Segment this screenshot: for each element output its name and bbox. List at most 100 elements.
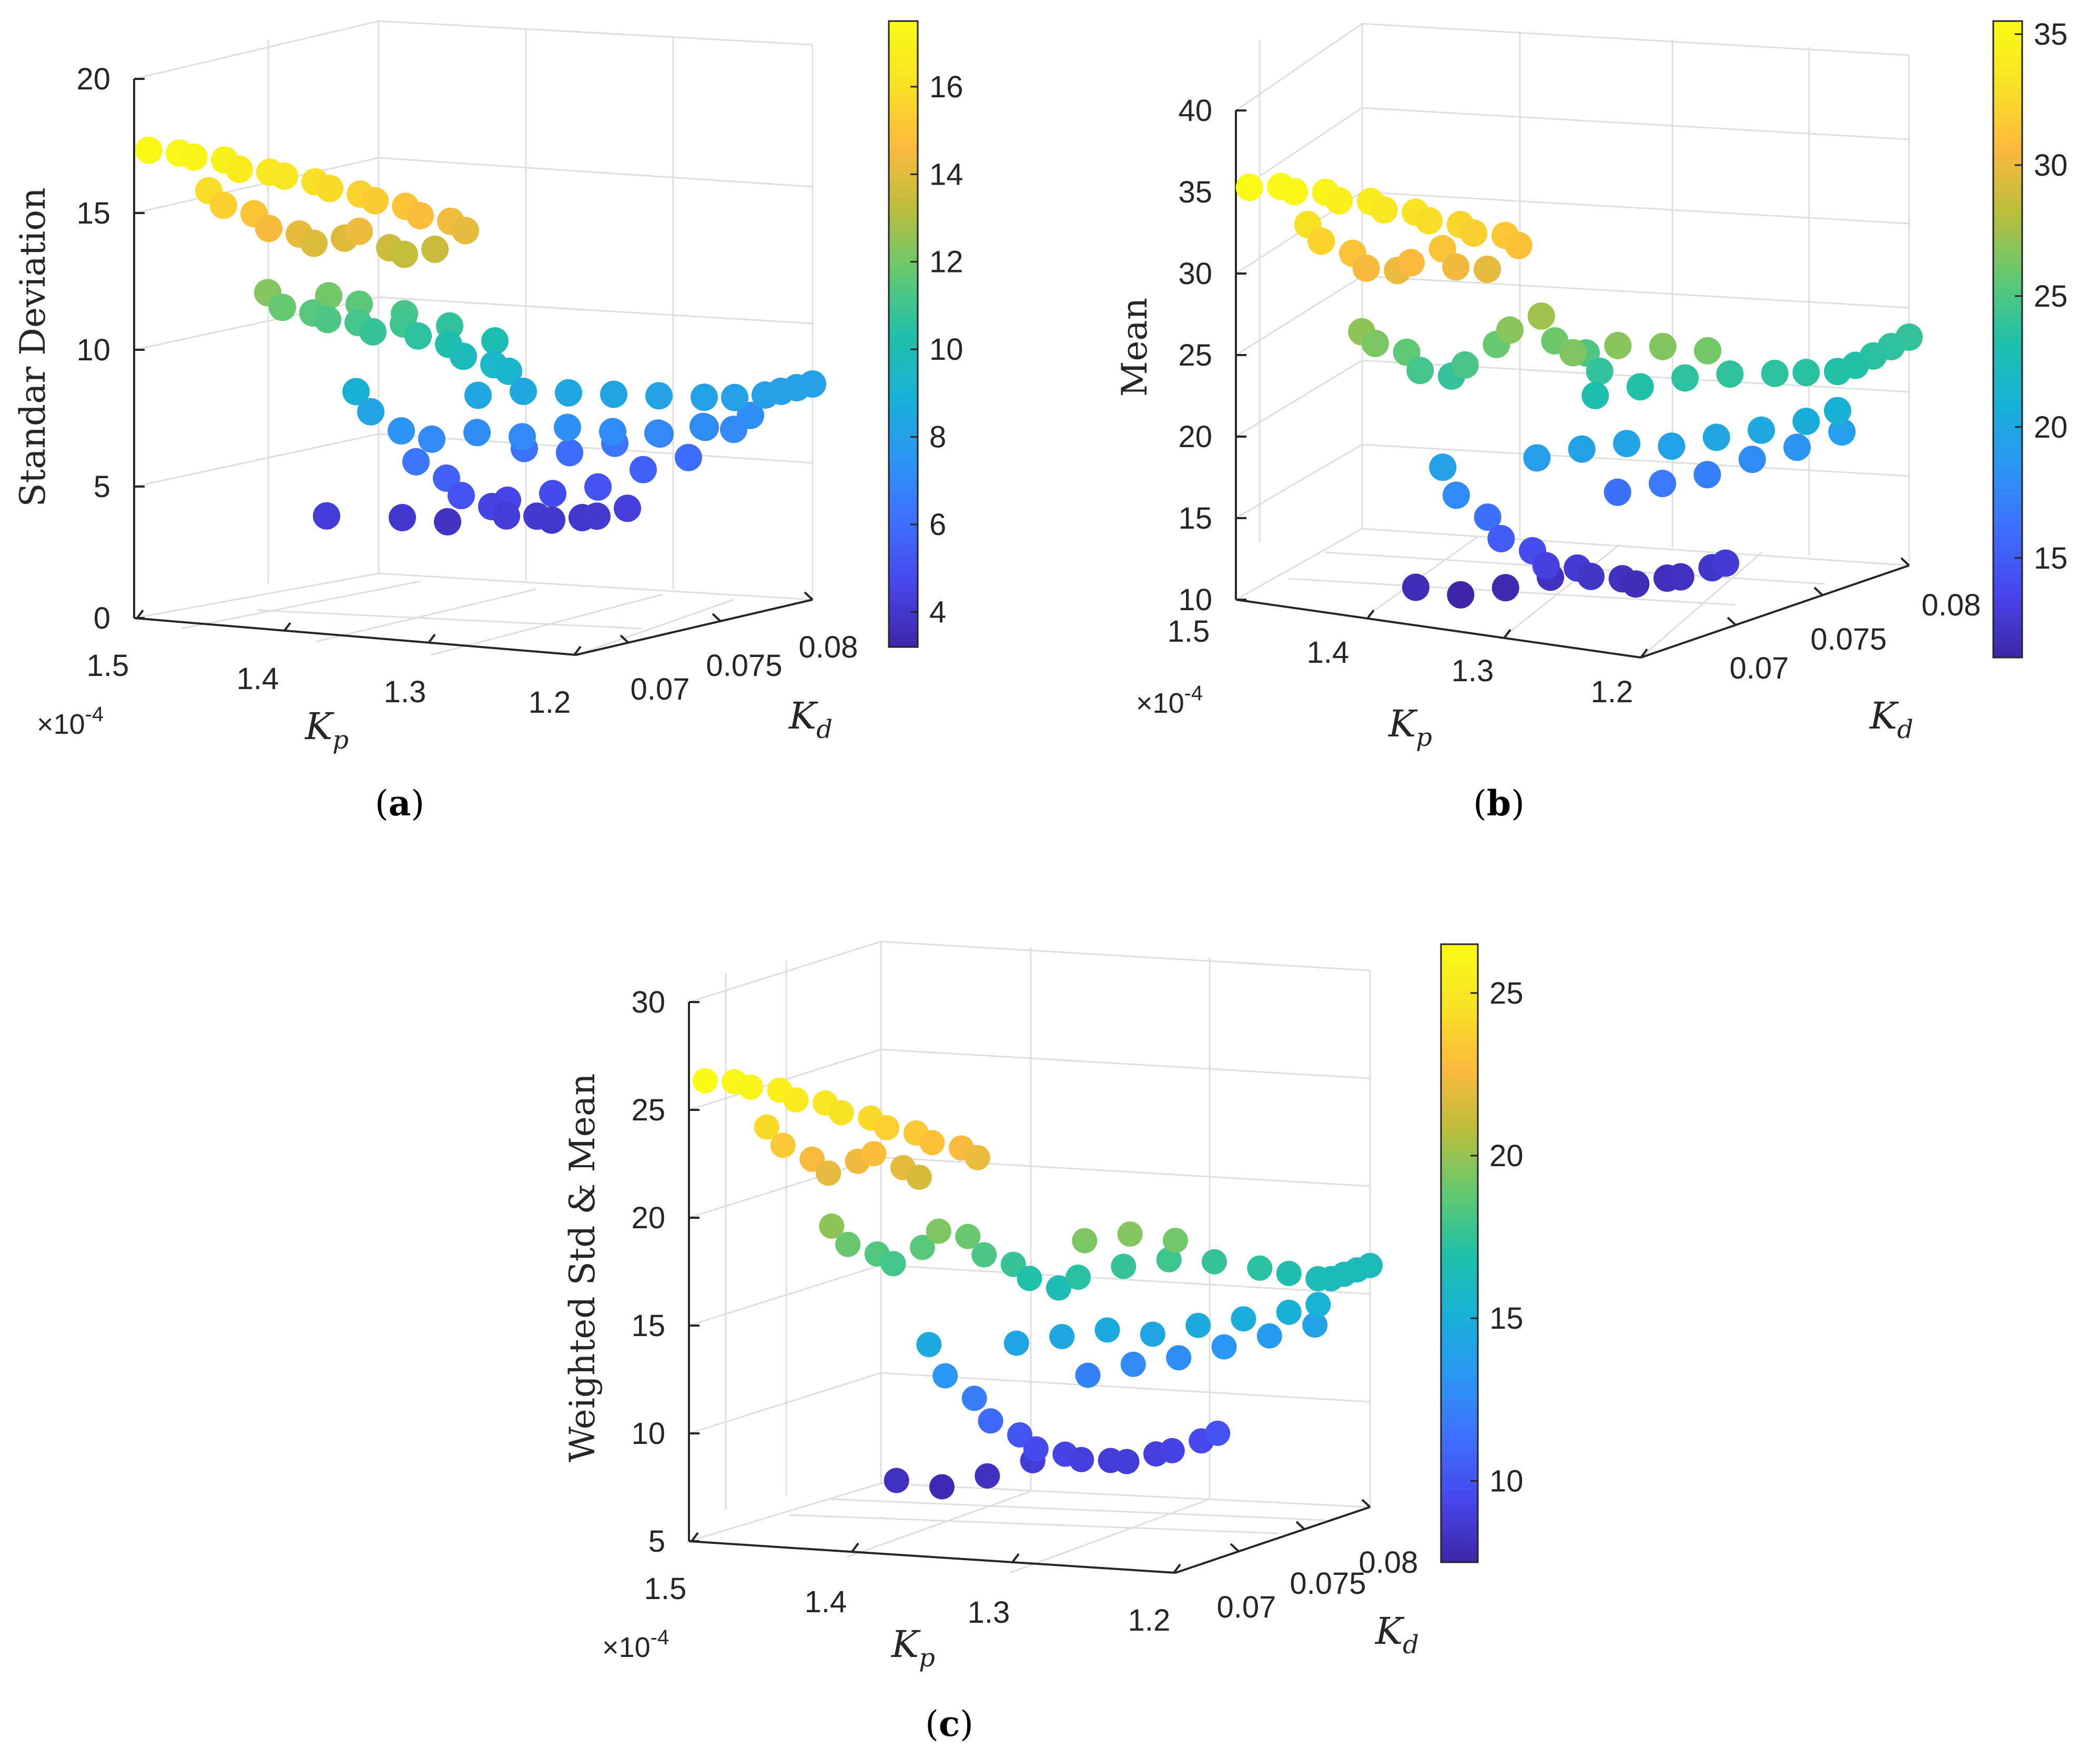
data-point bbox=[1302, 1312, 1328, 1338]
data-point bbox=[316, 175, 343, 203]
x-tick-label: 1.2 bbox=[529, 685, 571, 720]
points-c bbox=[692, 1068, 1383, 1500]
caption-c: (c) bbox=[925, 1703, 973, 1744]
y-tick-labels-b: 0.07 0.075 0.08 bbox=[1730, 588, 1981, 685]
y-axis-sub: d bbox=[816, 715, 833, 744]
data-point bbox=[965, 1145, 990, 1170]
z-tick-label: 15 bbox=[631, 1309, 665, 1343]
x-axis-sub: p bbox=[1416, 723, 1432, 752]
data-point bbox=[1325, 187, 1353, 215]
data-point bbox=[1163, 1228, 1188, 1253]
data-point bbox=[1276, 1260, 1302, 1286]
z-axis-label: Weighted Std & Mean bbox=[562, 1073, 603, 1462]
x-multiplier: ×10-4 bbox=[37, 703, 104, 740]
data-point bbox=[1235, 174, 1263, 201]
y-tick-label: 0.075 bbox=[706, 649, 782, 683]
y-axis-label: Kd bbox=[1869, 694, 1913, 744]
data-point bbox=[255, 215, 282, 242]
x-multiplier-exp: -4 bbox=[1184, 682, 1203, 705]
data-point bbox=[1492, 574, 1519, 602]
y-tick-label: 0.07 bbox=[1730, 651, 1789, 685]
z-tick-label: 15 bbox=[76, 196, 110, 230]
data-point bbox=[689, 412, 717, 440]
caption-letter: a bbox=[389, 783, 411, 824]
colorbar-tick-label: 25 bbox=[1489, 976, 1524, 1010]
data-point bbox=[975, 1463, 1000, 1489]
y-axis-label: Kd bbox=[788, 694, 833, 744]
data-point bbox=[1406, 357, 1434, 385]
y-tick-labels-a: 0.07 0.075 0.08 bbox=[631, 630, 858, 706]
data-point bbox=[180, 143, 208, 171]
data-point bbox=[1738, 446, 1766, 473]
data-point bbox=[1824, 358, 1851, 386]
data-point bbox=[315, 282, 342, 310]
x-tick-label: 1.3 bbox=[1452, 654, 1494, 688]
colorbar-c: 10 15 20 25 bbox=[1440, 943, 1524, 1563]
data-point bbox=[1111, 1253, 1137, 1279]
z-tick-labels-b: 40 35 30 25 20 15 10 bbox=[1178, 94, 1212, 617]
data-point bbox=[1487, 525, 1515, 552]
caption-a: (a) bbox=[375, 783, 424, 824]
data-point bbox=[1748, 416, 1775, 444]
colorbar-tick-label: 16 bbox=[929, 70, 963, 104]
data-point bbox=[1352, 254, 1380, 282]
data-point bbox=[1451, 351, 1479, 379]
grid-a bbox=[134, 20, 814, 656]
data-point bbox=[880, 1251, 906, 1277]
data-point bbox=[1559, 339, 1587, 367]
z-tick-label: 25 bbox=[631, 1093, 665, 1127]
data-point bbox=[448, 482, 475, 510]
data-point bbox=[1474, 503, 1502, 531]
points-a bbox=[135, 136, 826, 535]
colorbar-b: 15 20 25 30 35 bbox=[1992, 17, 2068, 659]
x-axis-label: Kp bbox=[304, 705, 349, 755]
data-point bbox=[271, 163, 298, 190]
panel-c: 30 25 20 15 10 5 1.5 1.4 1.3 1.2 0.07 0.… bbox=[562, 941, 1524, 1744]
z-tick-label: 5 bbox=[94, 470, 110, 504]
data-point bbox=[906, 1165, 932, 1190]
points-b bbox=[1235, 173, 1923, 609]
data-point bbox=[929, 1474, 955, 1500]
data-point bbox=[1523, 444, 1551, 472]
data-point bbox=[1824, 397, 1851, 424]
data-point bbox=[388, 417, 415, 445]
data-point bbox=[1256, 1323, 1282, 1349]
data-point bbox=[1017, 1266, 1042, 1291]
data-point bbox=[630, 456, 657, 483]
data-point bbox=[1496, 316, 1524, 344]
z-tick-labels-c: 30 25 20 15 10 5 bbox=[631, 985, 665, 1559]
data-point bbox=[554, 413, 581, 441]
x-tick-labels-a: 1.5 1.4 1.3 1.2 bbox=[87, 649, 571, 720]
x-axis-sub: p bbox=[919, 1643, 935, 1673]
colorbar-tick-label: 10 bbox=[1489, 1464, 1524, 1498]
data-point bbox=[1658, 432, 1686, 460]
data-point bbox=[584, 473, 612, 501]
z-tick-labels-a: 20 15 10 5 0 bbox=[76, 62, 110, 635]
data-point bbox=[402, 448, 430, 476]
x-multiplier-base: ×10 bbox=[602, 1632, 651, 1663]
data-point bbox=[1783, 433, 1811, 461]
y-tick-label: 0.075 bbox=[1810, 622, 1886, 656]
data-point bbox=[1397, 249, 1425, 277]
grid-c bbox=[688, 941, 1371, 1574]
panel-a: 20 15 10 5 0 1.5 1.4 1.3 1.2 0.07 0.075 … bbox=[13, 20, 963, 824]
data-point bbox=[916, 1332, 942, 1358]
data-point bbox=[464, 381, 492, 409]
data-point bbox=[835, 1231, 861, 1257]
z-tick-label: 30 bbox=[1178, 257, 1212, 291]
data-point bbox=[1415, 207, 1443, 235]
data-point bbox=[1460, 219, 1488, 247]
data-point bbox=[1069, 1447, 1094, 1472]
caption-letter: b bbox=[1487, 783, 1511, 824]
y-tick-label: 0.08 bbox=[799, 630, 858, 664]
x-multiplier-base: ×10 bbox=[37, 709, 85, 740]
data-point bbox=[828, 1100, 854, 1126]
data-point bbox=[926, 1218, 951, 1244]
data-point bbox=[861, 1141, 887, 1167]
x-multiplier: ×10-4 bbox=[1136, 682, 1203, 719]
z-tick-label: 35 bbox=[1178, 175, 1212, 209]
colorbar-tick-label: 6 bbox=[929, 508, 946, 542]
data-point bbox=[361, 187, 389, 215]
data-point bbox=[1671, 364, 1699, 392]
